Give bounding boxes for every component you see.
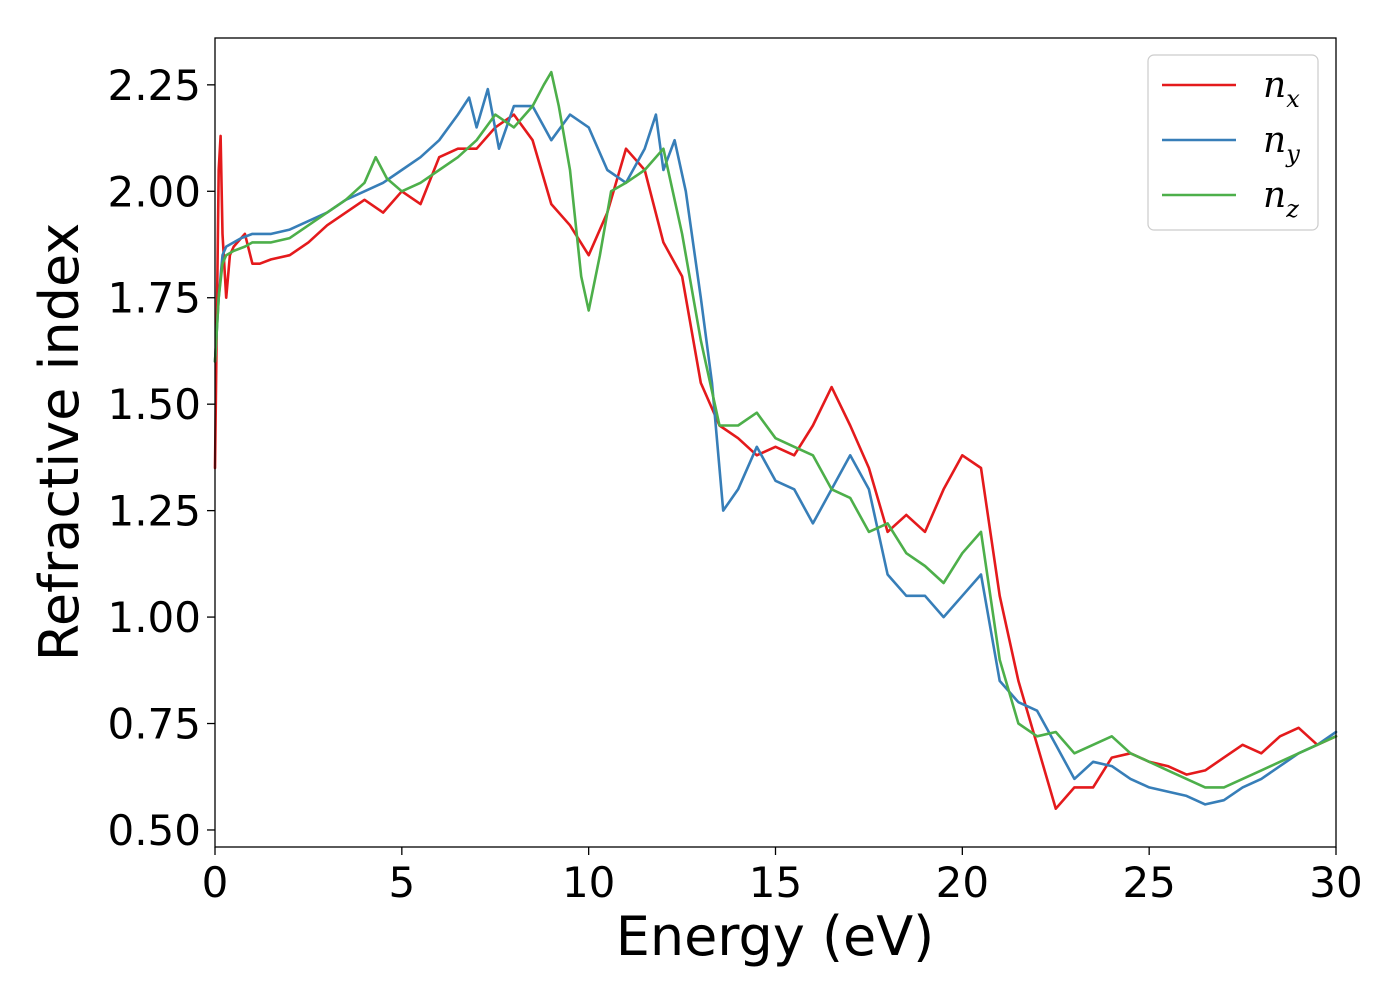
y-tick-label: 2.00 — [107, 167, 201, 216]
y-tick-label: 2.25 — [107, 61, 201, 110]
series-lines — [213, 70, 1338, 810]
series-line-n_x — [213, 113, 1338, 810]
y-tick-label: 1.75 — [107, 274, 201, 323]
legend-label-n_y: ny — [1263, 120, 1300, 168]
x-axis-ticks: 0 5 10 15 20 25 30 — [202, 847, 1363, 907]
x-tick-label: 30 — [1309, 858, 1362, 907]
x-tick-label: 10 — [562, 858, 615, 907]
y-tick-label: 1.50 — [107, 380, 201, 429]
y-tick-label: 0.50 — [107, 806, 201, 855]
x-axis-title: Energy (eV) — [616, 905, 935, 968]
x-tick-label: 5 — [388, 858, 415, 907]
y-axis-ticks: 0.50 0.75 1.00 1.25 1.50 1.75 2.00 2.25 — [107, 61, 215, 855]
series-line-n_z — [213, 70, 1338, 789]
x-tick-label: 0 — [202, 858, 229, 907]
series-line-n_y — [213, 87, 1338, 806]
y-tick-label: 0.75 — [107, 700, 201, 749]
y-axis-title: Refractive index — [28, 223, 91, 662]
y-tick-label: 1.00 — [107, 593, 201, 642]
legend-label-n_x: nx — [1263, 65, 1300, 113]
x-tick-label: 15 — [749, 858, 802, 907]
legend-box — [1147, 54, 1319, 231]
y-tick-label: 1.25 — [107, 487, 201, 536]
legend-label-n_z: nz — [1263, 175, 1299, 223]
legend-items: nx ny nz — [1162, 65, 1300, 223]
legend: nx ny nz — [1147, 54, 1319, 231]
x-tick-label: 25 — [1122, 858, 1175, 907]
x-tick-label: 20 — [936, 858, 989, 907]
